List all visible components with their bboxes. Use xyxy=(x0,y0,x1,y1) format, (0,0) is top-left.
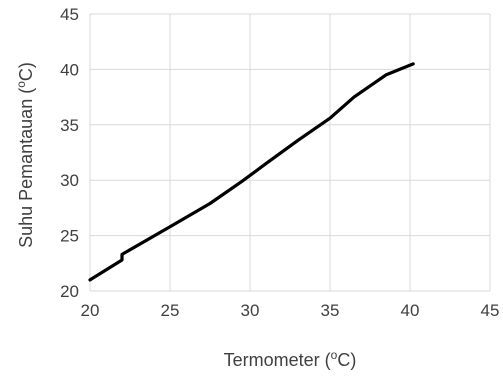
y-tick-label: 40 xyxy=(60,60,79,79)
y-tick-label: 25 xyxy=(60,227,79,246)
y-tick-label: 30 xyxy=(60,171,79,190)
y-tick-label: 20 xyxy=(60,282,79,301)
x-tick-label: 40 xyxy=(401,301,420,320)
y-tick-label: 45 xyxy=(60,5,79,24)
y-tick-label: 35 xyxy=(60,116,79,135)
x-tick-label: 20 xyxy=(81,301,100,320)
gridlines xyxy=(89,13,491,292)
x-tick-label: 25 xyxy=(161,301,180,320)
y-axis-title: Suhu Pemantauan (oC) xyxy=(14,62,36,248)
tick-labels: 20 25 30 35 40 45 20 25 30 35 40 45 xyxy=(60,5,499,320)
x-axis-title: Termometer (oC) xyxy=(224,348,357,370)
x-tick-label: 45 xyxy=(481,301,500,320)
series-layer xyxy=(88,62,415,282)
series-line-1 xyxy=(88,62,415,282)
x-tick-label: 35 xyxy=(321,301,340,320)
x-tick-label: 30 xyxy=(241,301,260,320)
